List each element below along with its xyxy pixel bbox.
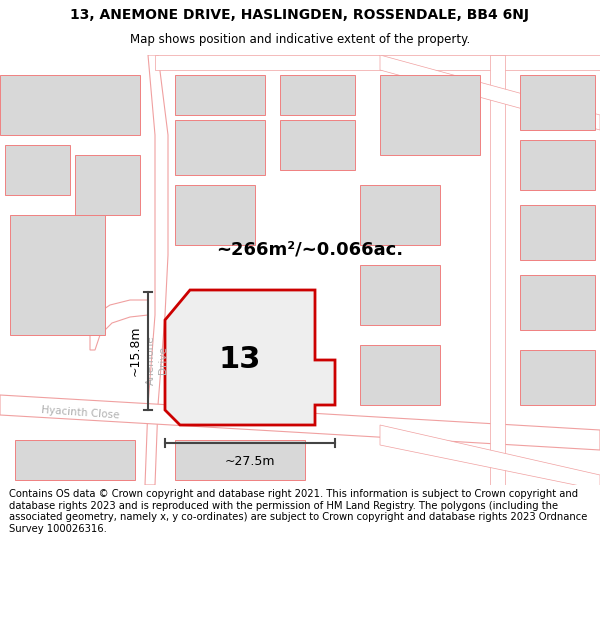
Text: 13, ANEMONE DRIVE, HASLINGDEN, ROSSENDALE, BB4 6NJ: 13, ANEMONE DRIVE, HASLINGDEN, ROSSENDAL… [71, 8, 530, 22]
Text: Map shows position and indicative extent of the property.: Map shows position and indicative extent… [130, 33, 470, 46]
Bar [360, 345, 440, 405]
Bar [10, 215, 105, 335]
Text: ~266m²/~0.066ac.: ~266m²/~0.066ac. [217, 241, 404, 259]
Bar [380, 75, 480, 155]
Bar [360, 265, 440, 325]
Polygon shape [165, 290, 335, 425]
Polygon shape [155, 55, 600, 70]
Text: Anemone
Drive: Anemone Drive [146, 335, 168, 385]
Bar [175, 440, 305, 480]
Text: 13: 13 [219, 346, 261, 374]
Bar [280, 120, 355, 170]
Bar [360, 185, 440, 245]
Polygon shape [0, 395, 600, 450]
Polygon shape [90, 300, 148, 350]
Bar [520, 140, 595, 190]
Bar [0, 75, 140, 135]
Bar [520, 75, 595, 130]
Bar [280, 75, 355, 115]
Bar [175, 120, 265, 175]
Bar [520, 205, 595, 260]
Polygon shape [380, 425, 600, 490]
Bar [520, 350, 595, 405]
Text: Contains OS data © Crown copyright and database right 2021. This information is : Contains OS data © Crown copyright and d… [9, 489, 587, 534]
Bar [520, 275, 595, 330]
Text: ~15.8m: ~15.8m [129, 326, 142, 376]
Polygon shape [380, 55, 600, 130]
Text: Hyacinth Close: Hyacinth Close [41, 405, 119, 421]
Bar [175, 185, 255, 245]
Bar [5, 145, 70, 195]
Polygon shape [145, 55, 168, 485]
Polygon shape [490, 55, 505, 485]
Bar [75, 155, 140, 215]
Text: ~27.5m: ~27.5m [225, 455, 275, 468]
Bar [15, 440, 135, 480]
Bar [175, 75, 265, 115]
